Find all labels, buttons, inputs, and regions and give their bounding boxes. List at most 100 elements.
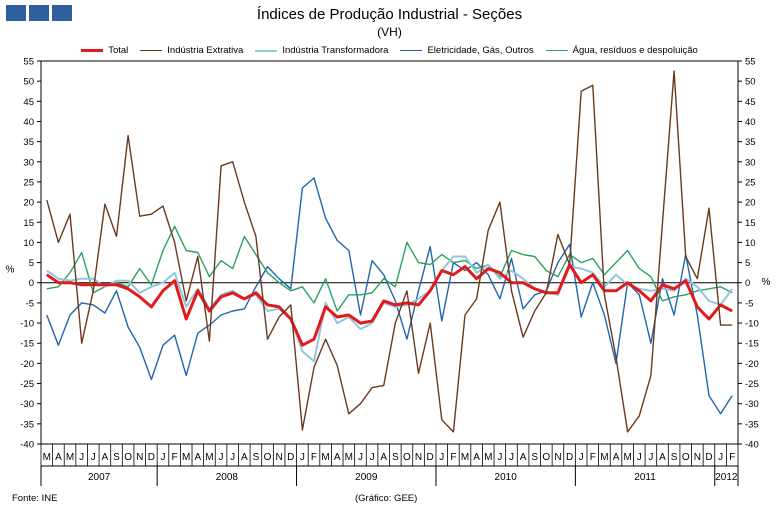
x-month-label: A [380,452,387,463]
legend-swatch-agua [545,50,568,51]
x-month-label: N [136,452,143,463]
x-month-label: J [637,452,642,463]
legend-label-total: Total [108,45,129,56]
legend-item-transformadora: Indústria Transformadora [255,45,388,56]
y-axis-label-right: % [762,277,771,288]
legend-swatch-transformadora [255,49,278,52]
y-tick-label-right: 35 [745,137,756,148]
y-tick-label-left: 15 [23,218,34,229]
y-tick-label-left: -5 [26,298,34,309]
x-month-label: D [148,452,155,463]
x-month-label: O [542,452,550,463]
y-tick-label-left: -20 [20,359,34,370]
x-month-label: A [55,452,62,463]
y-tick-label-right: 25 [745,177,756,188]
logo-block-1 [6,5,26,21]
legend-swatch-total [81,49,104,52]
x-month-label: D [566,452,573,463]
legend-swatch-eletricidade [400,50,423,51]
series-line-extrativa [46,70,733,433]
x-month-label: N [415,452,422,463]
x-month-label: A [334,452,341,463]
y-tick-label-left: 30 [23,157,34,168]
x-month-label: F [729,452,735,463]
y-tick-label-left: -10 [20,319,34,330]
x-month-label: S [531,452,538,463]
legend-label-eletricidade: Eletricidade, Gás, Outros [427,45,534,56]
y-tick-label-right: -10 [745,319,759,330]
x-month-label: J [219,452,224,463]
x-month-label: N [276,452,283,463]
x-month-label: A [659,452,666,463]
legend-label-extrativa: Indústria Extrativa [167,45,244,56]
x-month-label: F [450,452,456,463]
y-tick-label-right: 5 [745,258,750,269]
x-month-label: M [182,452,190,463]
y-tick-label-left: 5 [29,258,34,269]
y-tick-label-left: -40 [20,440,34,451]
y-tick-label-right: 30 [745,157,756,168]
y-tick-label-left: 25 [23,177,34,188]
series-line-transformadora [46,255,734,363]
x-month-label: M [461,452,469,463]
x-month-label: M [345,452,353,463]
y-tick-label-left: 10 [23,238,34,249]
y-tick-label-right: 10 [745,238,756,249]
logo-block-3 [52,5,72,21]
y-tick-label-right: -40 [745,440,759,451]
y-tick-label-right: -20 [745,359,759,370]
x-month-label: J [509,452,514,463]
y-tick-label-right: 45 [745,97,756,108]
chart-legend: Total Indústria Extrativa Indústria Tran… [0,45,779,56]
x-month-label: J [79,452,84,463]
credit-note: (Gráfico: GEE) [355,493,418,504]
x-month-label: F [311,452,317,463]
x-month-label: A [241,452,248,463]
y-tick-label-left: -35 [20,419,34,430]
x-month-label: M [600,452,608,463]
x-month-label: M [623,452,631,463]
x-year-label: 2008 [216,472,239,483]
x-month-label: O [403,452,411,463]
x-month-label: J [230,452,235,463]
y-tick-label-left: -25 [20,379,34,390]
x-month-label: M [66,452,74,463]
y-tick-label-left: -15 [20,339,34,350]
x-month-label: D [705,452,712,463]
legend-swatch-extrativa [140,50,163,51]
x-month-label: J [497,452,502,463]
x-month-label: A [520,452,527,463]
y-tick-label-right: -35 [745,419,759,430]
source-note: Fonte: INE [12,493,58,504]
y-tick-label-left: 35 [23,137,34,148]
y-tick-label-left: 40 [23,117,34,128]
series-line-total [45,263,733,347]
y-tick-label-left: 20 [23,198,34,209]
legend-item-agua: Água, resíduos e despoluição [545,45,698,56]
x-month-label: J [300,452,305,463]
x-month-label: S [253,452,260,463]
x-month-label: M [484,452,492,463]
x-month-label: M [43,452,51,463]
x-month-label: F [172,452,178,463]
x-month-label: N [554,452,561,463]
legend-item-eletricidade: Eletricidade, Gás, Outros [400,45,534,56]
x-month-label: O [264,452,272,463]
y-tick-label-right: -25 [745,379,759,390]
y-tick-label-right: 15 [745,218,756,229]
legend-item-extrativa: Indústria Extrativa [140,45,243,56]
y-tick-label-right: -30 [745,399,759,410]
series-line-eletricidade [46,177,733,415]
y-tick-label-right: 40 [745,117,756,128]
x-month-label: S [671,452,678,463]
x-month-label: J [160,452,165,463]
y-tick-label-left: 0 [29,278,34,289]
x-month-label: J [648,452,653,463]
x-month-label: M [205,452,213,463]
x-month-label: J [358,452,363,463]
x-month-label: O [124,452,132,463]
y-tick-label-left: 55 [23,57,34,68]
x-month-label: A [613,452,620,463]
x-month-label: J [579,452,584,463]
